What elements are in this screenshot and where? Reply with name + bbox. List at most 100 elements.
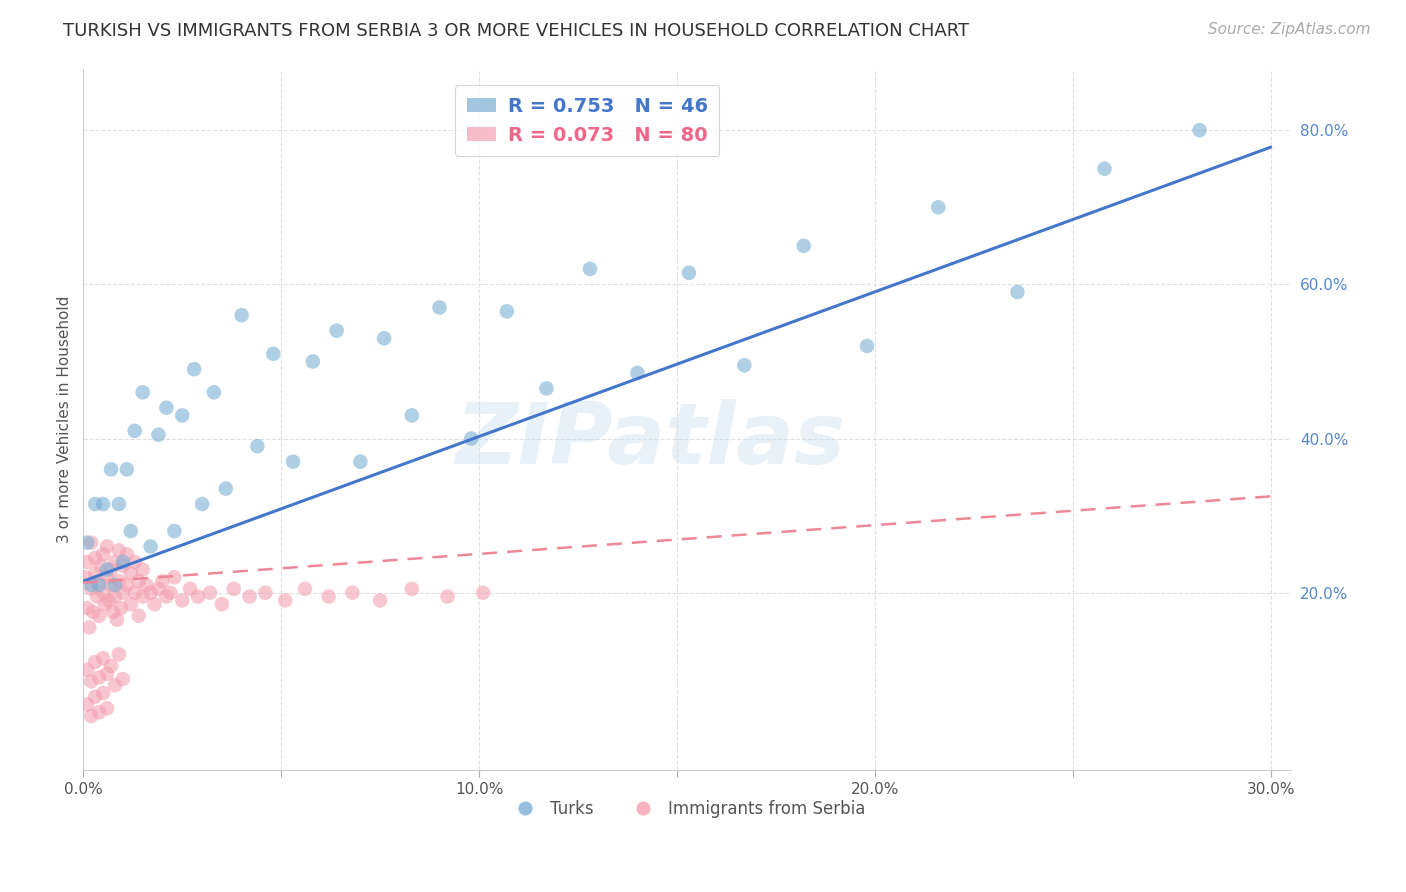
Point — [294, 582, 316, 596]
Point — [626, 366, 648, 380]
Point — [84, 566, 107, 581]
Point — [856, 339, 879, 353]
Point — [96, 540, 118, 554]
Point — [96, 570, 118, 584]
Point — [172, 593, 194, 607]
Point — [76, 555, 98, 569]
Point — [325, 324, 347, 338]
Point — [429, 301, 451, 315]
Text: Source: ZipAtlas.com: Source: ZipAtlas.com — [1208, 22, 1371, 37]
Point — [172, 409, 194, 423]
Point — [80, 535, 103, 549]
Point — [89, 574, 111, 589]
Point — [349, 455, 371, 469]
Point — [90, 558, 112, 573]
Point — [155, 590, 177, 604]
Point — [108, 574, 131, 589]
Point — [111, 672, 134, 686]
Point — [187, 590, 209, 604]
Point — [215, 482, 238, 496]
Y-axis label: 3 or more Vehicles in Household: 3 or more Vehicles in Household — [58, 295, 72, 543]
Point — [100, 578, 122, 592]
Point — [111, 558, 134, 573]
Point — [111, 585, 134, 599]
Point — [198, 585, 221, 599]
Point — [80, 582, 103, 596]
Point — [152, 574, 174, 589]
Point — [89, 608, 111, 623]
Point — [678, 266, 700, 280]
Point — [104, 578, 127, 592]
Point — [91, 585, 114, 599]
Point — [84, 655, 107, 669]
Point — [401, 582, 423, 596]
Point — [281, 455, 304, 469]
Point — [80, 674, 103, 689]
Point — [472, 585, 495, 599]
Point — [222, 582, 245, 596]
Point — [91, 497, 114, 511]
Point — [84, 497, 107, 511]
Point — [120, 524, 142, 538]
Point — [80, 578, 103, 592]
Point — [89, 578, 111, 592]
Point — [202, 385, 225, 400]
Point — [148, 427, 170, 442]
Point — [77, 620, 100, 634]
Point — [82, 605, 104, 619]
Point — [124, 424, 146, 438]
Point — [96, 701, 118, 715]
Point — [373, 331, 395, 345]
Point — [1188, 123, 1211, 137]
Point — [101, 605, 124, 619]
Point — [183, 362, 205, 376]
Point — [124, 555, 146, 569]
Point — [1094, 161, 1116, 176]
Point — [302, 354, 325, 368]
Point — [579, 262, 602, 277]
Point — [104, 555, 127, 569]
Point — [115, 578, 138, 592]
Point — [91, 651, 114, 665]
Point — [96, 666, 118, 681]
Point — [246, 439, 269, 453]
Point — [318, 590, 340, 604]
Point — [401, 409, 423, 423]
Point — [75, 570, 97, 584]
Point — [84, 690, 107, 704]
Point — [91, 547, 114, 561]
Point — [131, 385, 153, 400]
Point — [274, 593, 297, 607]
Point — [76, 535, 98, 549]
Point — [91, 686, 114, 700]
Point — [110, 601, 132, 615]
Point — [100, 659, 122, 673]
Point — [733, 359, 755, 373]
Point — [76, 698, 98, 712]
Point — [143, 597, 166, 611]
Point — [159, 585, 181, 599]
Point — [1007, 285, 1029, 299]
Point — [262, 347, 284, 361]
Point — [368, 593, 391, 607]
Point — [98, 593, 121, 607]
Point — [148, 582, 170, 596]
Point — [495, 304, 517, 318]
Point — [104, 590, 127, 604]
Point — [89, 705, 111, 719]
Legend: Turks, Immigrants from Serbia: Turks, Immigrants from Serbia — [502, 794, 873, 825]
Point — [155, 401, 177, 415]
Point — [135, 578, 157, 592]
Point — [163, 570, 186, 584]
Point — [115, 462, 138, 476]
Text: TURKISH VS IMMIGRANTS FROM SERBIA 3 OR MORE VEHICLES IN HOUSEHOLD CORRELATION CH: TURKISH VS IMMIGRANTS FROM SERBIA 3 OR M… — [63, 22, 969, 40]
Point — [163, 524, 186, 538]
Point — [76, 663, 98, 677]
Point — [86, 590, 108, 604]
Point — [139, 540, 162, 554]
Point — [94, 597, 117, 611]
Point — [238, 590, 260, 604]
Point — [108, 543, 131, 558]
Point — [139, 585, 162, 599]
Point — [131, 563, 153, 577]
